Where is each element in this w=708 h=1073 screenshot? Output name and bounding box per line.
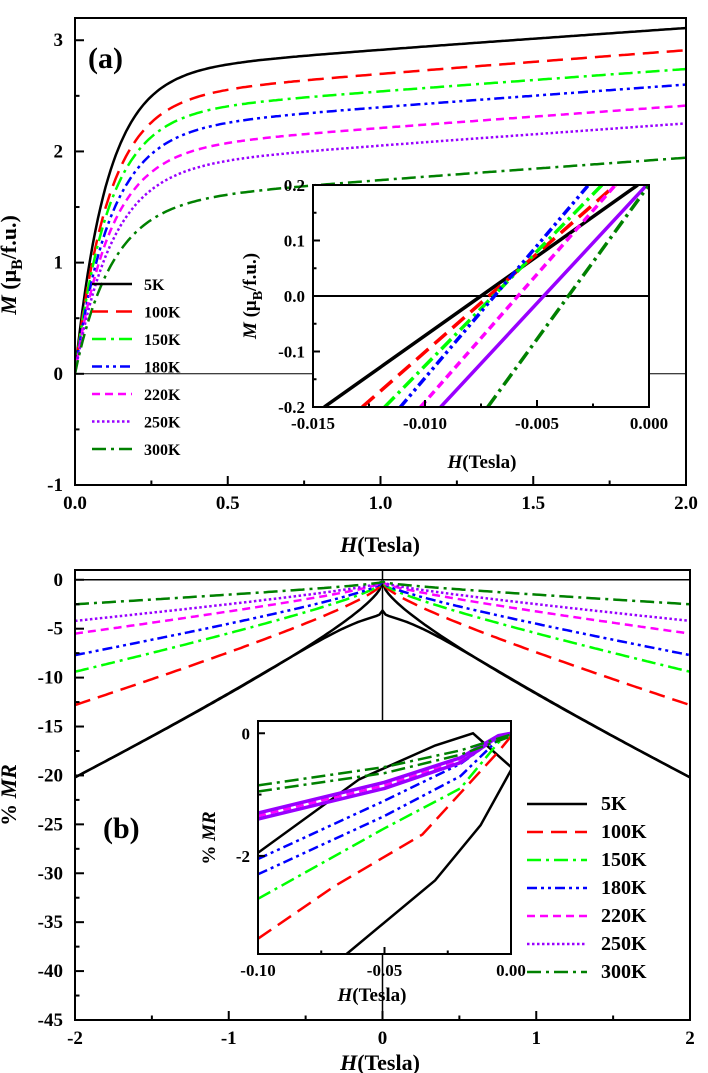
legend-label: 300K — [601, 961, 647, 983]
legend-label: 220K — [144, 387, 181, 404]
panel-a-inset-ylabel: M (μB/f.u.) — [240, 253, 266, 340]
panel-b-inset-bg — [258, 721, 511, 954]
y-tick-label: -10 — [38, 668, 63, 689]
x-tick-label: 0.5 — [216, 493, 240, 514]
y-tick-label: -25 — [38, 814, 63, 835]
y-tick-label: -40 — [38, 961, 63, 982]
y-tick-label: 3 — [54, 30, 64, 51]
inset-line-5K — [345, 769, 511, 954]
legend-label: 5K — [601, 793, 627, 815]
panel-a-inset-lines — [313, 185, 649, 407]
inset-line-250K — [439, 185, 649, 407]
legend-label: 250K — [144, 415, 181, 432]
panel-b-ylabel: % MR — [0, 764, 21, 826]
panel-a-ticks: 0.0 0.5 1.0 1.5 2.0 -1 0 1 2 3 — [47, 30, 698, 514]
panel-b-legend: 5K 100K 150K 180K 220K 250K 300K — [527, 793, 647, 983]
panel-b-curves — [75, 570, 690, 1020]
legend-label: 150K — [601, 849, 647, 871]
legend-label: 5K — [144, 277, 165, 294]
x-tick-label: -0.005 — [515, 414, 559, 433]
x-tick-label: -0.015 — [291, 414, 335, 433]
y-tick-label: -20 — [38, 765, 63, 786]
x-tick-label: -1 — [221, 1028, 237, 1049]
y-tick-label: -0.1 — [278, 343, 305, 362]
x-tick-label: 0.000 — [630, 414, 668, 433]
y-tick-label: -35 — [38, 912, 63, 933]
panel-a: 0.0 0.5 1.0 1.5 2.0 -1 0 1 2 3 (a) H(Tesla) M (μB… — [0, 17, 698, 557]
series-220K — [75, 104, 686, 374]
legend-label: 150K — [144, 332, 181, 349]
panel-b-xlabel: H(Tesla) — [339, 1050, 420, 1073]
x-tick-label: 0.00 — [496, 961, 526, 980]
series-5K-branch — [75, 608, 690, 779]
inset-line-300K — [486, 185, 649, 407]
x-tick-label: 1.5 — [521, 493, 545, 514]
panel-b-inset-ylabel: % MR — [199, 811, 220, 864]
panel-a-label: (a) — [88, 42, 123, 75]
x-tick-label: 2 — [685, 1028, 695, 1049]
panel-a-legend: 5K 100K 150K 180K 220K 250K 300K — [92, 277, 181, 459]
panel-a-inset-xlabel: H(Tesla) — [447, 452, 517, 473]
inset-line-250K — [258, 731, 511, 815]
y-tick-label: -0.2 — [278, 398, 305, 417]
x-tick-label: -0.05 — [367, 961, 402, 980]
panel-a-inset: -0.015 -0.010 -0.005 0.000 -0.2 -0.1 0.0 0.1 0.2… — [240, 176, 668, 473]
x-tick-label: -2 — [67, 1028, 83, 1049]
y-tick-label: 0 — [54, 364, 64, 385]
legend-label: 100K — [144, 305, 181, 322]
panel-b-inset-ticks: -0.10 -0.05 0.00 0 -2 — [236, 724, 526, 980]
legend-label: 180K — [601, 877, 647, 899]
series-300K — [75, 580, 690, 606]
legend-label: 180K — [144, 360, 181, 377]
panel-a-curves — [75, 26, 686, 375]
x-tick-label: 1 — [532, 1028, 542, 1049]
series-300K — [75, 156, 686, 375]
y-tick-label: 0 — [242, 724, 251, 743]
y-tick-label: -5 — [47, 619, 63, 640]
panel-b-inset-lines — [258, 731, 511, 954]
inset-line-100K — [361, 185, 617, 407]
panel-a-ylabel: M (μB/f.u.) — [0, 215, 26, 316]
y-tick-label: 0 — [54, 570, 64, 591]
legend-label: 220K — [601, 905, 647, 927]
y-tick-label: 1 — [54, 253, 64, 274]
x-tick-label: 2.0 — [674, 493, 698, 514]
series-5K — [75, 26, 686, 374]
inset-line-300K — [258, 735, 511, 793]
x-tick-label: 1.0 — [369, 493, 393, 514]
panel-a-xlabel: H(Tesla) — [339, 532, 420, 557]
y-tick-label: -45 — [38, 1010, 63, 1031]
y-tick-label: 0.1 — [284, 232, 305, 251]
panel-b: -2 -1 0 1 20-5-10-15-20-25-30-35-40-45 (b) H… — [0, 569, 695, 1073]
series-100K — [75, 48, 686, 374]
y-tick-label: 2 — [54, 141, 64, 162]
inset-line-300K — [258, 733, 511, 787]
legend-label: 300K — [144, 442, 181, 459]
y-tick-label: 0.2 — [284, 176, 305, 195]
x-tick-label: 0.0 — [63, 493, 87, 514]
y-tick-label: -2 — [236, 847, 250, 866]
panel-b-label: (b) — [103, 812, 140, 845]
legend-label: 100K — [601, 821, 647, 843]
panel-b-inset: -0.10 -0.05 0.00 0 -2 H(Tesla) % MR — [199, 720, 526, 1006]
panel-b-ticks: -2 -1 0 1 20-5-10-15-20-25-30-35-40-45 — [38, 570, 695, 1049]
inset-line-220K — [419, 185, 617, 407]
panel-a-inset-ticks: -0.015 -0.010 -0.005 0.000 -0.2 -0.1 0.0 0.1 0.2 — [278, 176, 668, 433]
panel-b-inset-xlabel: H(Tesla) — [337, 985, 407, 1006]
x-tick-label: 0 — [378, 1028, 388, 1049]
series-100K — [75, 579, 690, 707]
inset-line-180K — [399, 185, 590, 407]
y-tick-label: -15 — [38, 717, 63, 738]
series-180K — [75, 83, 686, 374]
x-tick-label: -0.10 — [240, 961, 275, 980]
legend-label: 250K — [601, 933, 647, 955]
y-tick-label: 0.0 — [284, 287, 305, 306]
series-150K — [75, 67, 686, 374]
x-tick-label: -0.010 — [403, 414, 447, 433]
y-tick-label: -30 — [38, 863, 63, 884]
y-tick-label: -1 — [47, 475, 63, 496]
inset-line-5K — [323, 185, 639, 407]
inset-line-100K — [258, 735, 511, 940]
